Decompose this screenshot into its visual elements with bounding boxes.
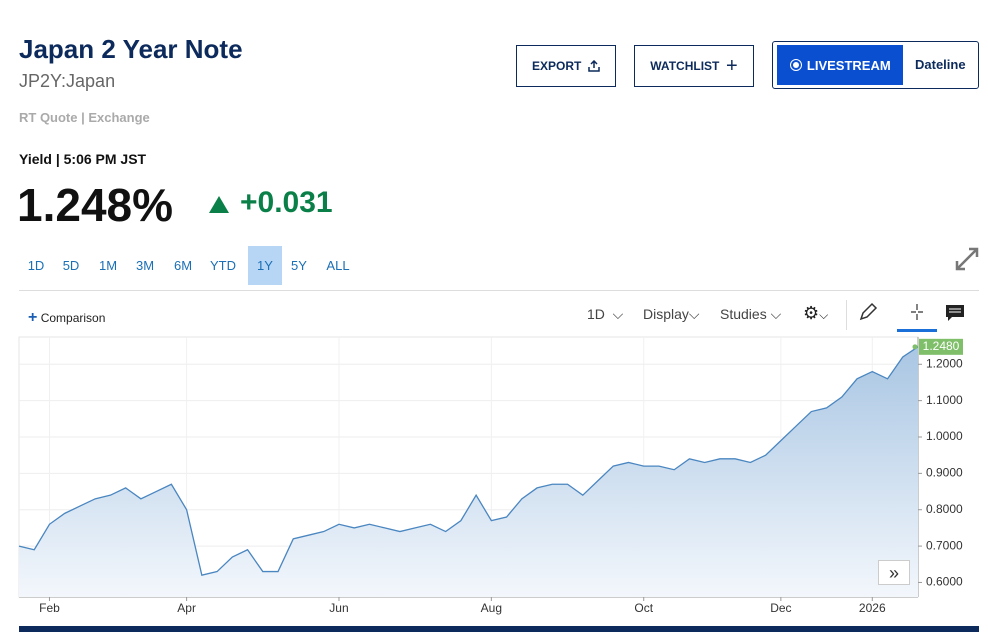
price-tag-label: 1.2480	[923, 339, 960, 353]
range-button[interactable]: 5D	[62, 258, 80, 273]
display-menu[interactable]: Display⌵	[643, 306, 700, 322]
y-tick-label: 0.6000	[926, 575, 963, 589]
price: 1.248%	[17, 179, 174, 231]
range-button[interactable]: 5Y	[291, 258, 307, 273]
footer-bar	[19, 626, 979, 632]
display-label: Display	[643, 306, 689, 322]
interval-label: 1D	[587, 306, 605, 322]
comparison-label: Comparison	[40, 311, 106, 325]
livestream-button[interactable]: LIVESTREAM	[777, 45, 903, 85]
comment-icon[interactable]	[944, 303, 966, 323]
y-tick-label: 0.7000	[926, 538, 963, 552]
interval-menu[interactable]: 1D ⌵	[587, 306, 624, 322]
studies-menu[interactable]: Studies ⌵	[720, 306, 782, 322]
studies-label: Studies	[720, 306, 767, 322]
plus-icon: +	[726, 54, 738, 77]
expand-icon[interactable]	[954, 246, 980, 272]
x-tick-label: 2026	[859, 601, 886, 615]
separator	[19, 290, 979, 291]
y-tick-label: 0.8000	[926, 502, 963, 516]
range-button[interactable]: ALL	[326, 258, 350, 273]
y-tick-label: 0.9000	[926, 466, 963, 480]
x-tick-label: Jun	[329, 601, 348, 615]
x-tick-label: Feb	[39, 601, 60, 615]
scroll-button[interactable]: »	[878, 560, 910, 585]
x-tick-label: Aug	[481, 601, 502, 615]
area	[19, 346, 918, 597]
draw-icon[interactable]	[858, 302, 878, 322]
livestream-label: LIVESTREAM	[806, 57, 891, 73]
range-button[interactable]: 3M	[135, 258, 155, 273]
y-tick-label: 1.0000	[926, 429, 963, 443]
dateline-button[interactable]: Dateline	[915, 57, 966, 72]
live-icon	[790, 59, 803, 71]
title: Japan 2 Year Note	[19, 34, 243, 64]
x-tick-label: Oct	[634, 601, 653, 615]
range-button[interactable]: 1D	[27, 258, 45, 273]
range-button[interactable]: 6M	[173, 258, 193, 273]
line	[18, 346, 919, 576]
x-tick-label: Apr	[177, 601, 196, 615]
livestream-box	[772, 41, 979, 89]
symbol: JP2Y:Japan	[19, 71, 116, 91]
settings-menu[interactable]: ⚙⌵	[803, 303, 829, 323]
x-tick-label: Dec	[770, 601, 791, 615]
range-button[interactable]: 1Y	[248, 246, 282, 285]
watchlist-label: WATCHLIST	[650, 59, 720, 73]
comparison-button[interactable]: + Comparison	[28, 309, 106, 326]
y-tick-label: 1.2000	[926, 356, 963, 370]
export-icon	[588, 60, 600, 72]
price-tag	[919, 338, 963, 355]
last-point	[912, 344, 918, 350]
export-button[interactable]: EXPORT	[516, 45, 616, 87]
range-button[interactable]: YTD	[210, 258, 236, 273]
watchlist-button[interactable]: WATCHLIST +	[634, 45, 754, 87]
yield-label: Yield | 5:06 PM JST	[19, 151, 147, 167]
crosshair-icon[interactable]	[897, 300, 937, 332]
quote-source: RT Quote | Exchange	[19, 110, 150, 125]
divider	[846, 300, 847, 330]
y-tick-label: 1.1000	[926, 393, 963, 407]
change: +0.031	[240, 186, 333, 219]
range-button[interactable]: 1M	[98, 258, 118, 273]
up-arrow	[209, 196, 229, 213]
export-label: EXPORT	[531, 59, 582, 73]
